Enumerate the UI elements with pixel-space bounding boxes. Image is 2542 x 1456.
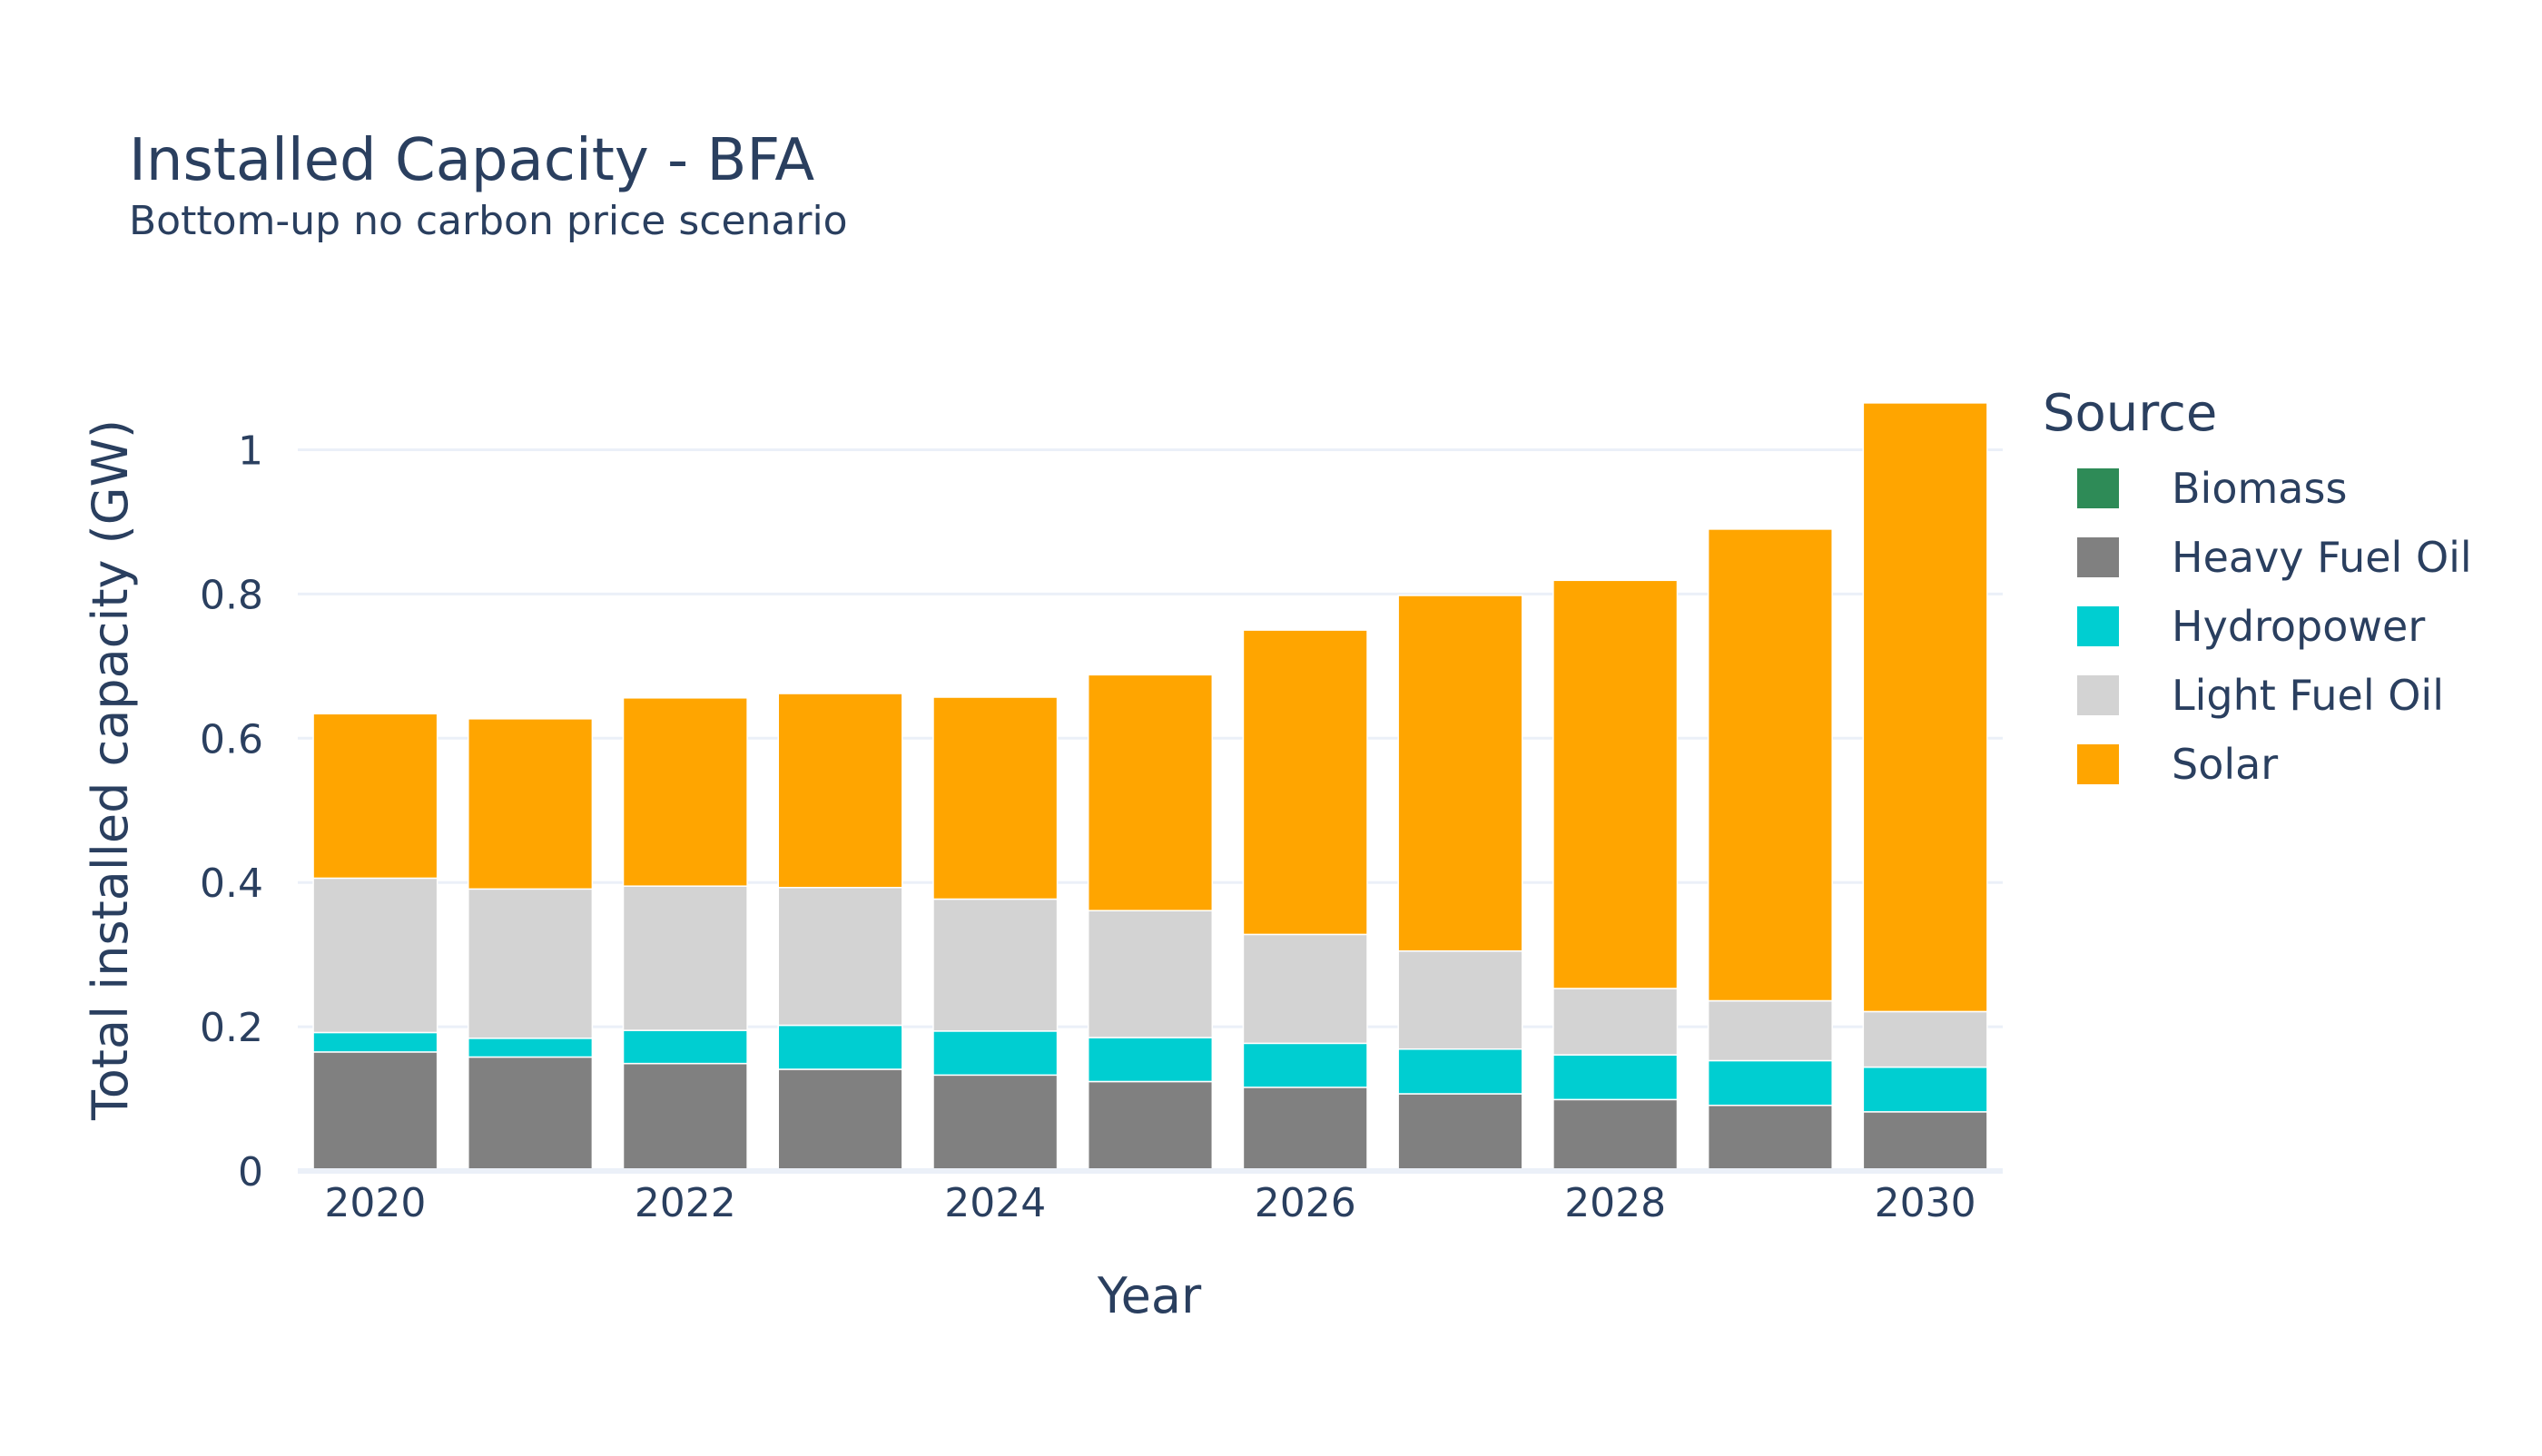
x-axis-title: Year xyxy=(1097,1267,1202,1324)
legend-label: Solar xyxy=(2172,740,2278,789)
chart-subtitle: Bottom-up no carbon price scenario xyxy=(129,198,848,244)
bar-heavy-fuel-oil xyxy=(312,1051,438,1172)
legend-item: Solar xyxy=(2077,740,2278,789)
bar-heavy-fuel-oil xyxy=(1242,1087,1368,1172)
y-tick-label: 0.8 xyxy=(200,572,263,618)
axis-layer: 0 0.2 0.4 0.6 0.8 1 2020 2022 2024 2026 2028 2030 xyxy=(200,428,2003,1226)
bar-light-fuel-oil xyxy=(1242,933,1368,1045)
bar-solar xyxy=(932,696,1059,900)
bar-solar xyxy=(468,718,594,890)
bar-solar xyxy=(1242,629,1368,936)
legend-swatch xyxy=(2077,675,2119,715)
y-tick-label: 1 xyxy=(238,428,263,475)
legend-items: Biomass Heavy Fuel Oil Hydropower Light Fue… xyxy=(2077,464,2472,789)
bar-light-fuel-oil xyxy=(468,888,594,1039)
bar-light-fuel-oil xyxy=(1552,988,1679,1056)
x-tick-label: 2030 xyxy=(1875,1180,1976,1226)
bar-solar xyxy=(312,713,438,880)
bar-light-fuel-oil xyxy=(312,877,438,1034)
bar-light-fuel-oil xyxy=(622,885,748,1031)
y-tick-label: 0.2 xyxy=(200,1005,263,1051)
bar-hydropower xyxy=(1552,1054,1679,1101)
bar-light-fuel-oil xyxy=(1397,949,1523,1050)
x-tick-label: 2022 xyxy=(635,1180,736,1226)
bar-light-fuel-oil xyxy=(932,898,1059,1032)
legend-swatch xyxy=(2077,537,2119,577)
legend-swatch xyxy=(2077,468,2119,508)
legend-title: Source xyxy=(2043,384,2217,443)
bar-hydropower xyxy=(1862,1066,1988,1113)
bar-solar xyxy=(1087,674,1214,911)
bar-heavy-fuel-oil xyxy=(622,1062,748,1172)
legend-swatch xyxy=(2077,744,2119,784)
bar-heavy-fuel-oil xyxy=(1087,1080,1214,1172)
legend-label: Heavy Fuel Oil xyxy=(2172,533,2472,582)
x-tick-label: 2028 xyxy=(1564,1180,1666,1226)
legend-label: Light Fuel Oil xyxy=(2172,671,2444,720)
y-tick-label: 0.6 xyxy=(200,716,263,762)
bar-light-fuel-oil xyxy=(1707,999,1833,1062)
x-tick-label: 2024 xyxy=(944,1180,1046,1226)
legend-item: Heavy Fuel Oil xyxy=(2077,533,2472,582)
y-tick-label: 0.4 xyxy=(200,861,263,907)
bar-hydropower xyxy=(1707,1059,1833,1107)
chart-title: Installed Capacity - BFA xyxy=(129,127,814,194)
bar-solar xyxy=(622,697,748,887)
bar-hydropower xyxy=(932,1030,1059,1077)
bar-hydropower xyxy=(468,1038,594,1058)
bar-hydropower xyxy=(312,1031,438,1053)
bar-light-fuel-oil xyxy=(1087,910,1214,1038)
bar-hydropower xyxy=(1242,1042,1368,1088)
bar-heavy-fuel-oil xyxy=(777,1068,903,1172)
legend-item: Hydropower xyxy=(2077,602,2425,651)
bar-hydropower xyxy=(777,1024,903,1070)
bar-solar xyxy=(777,693,903,889)
legend-label: Hydropower xyxy=(2172,602,2425,651)
bar-hydropower xyxy=(1087,1037,1214,1083)
bar-solar xyxy=(1552,579,1679,989)
bar-light-fuel-oil xyxy=(777,887,903,1027)
bar-light-fuel-oil xyxy=(1862,1010,1988,1068)
bar-heavy-fuel-oil xyxy=(1862,1111,1988,1172)
bar-solar xyxy=(1862,402,1988,1013)
x-tick-label: 2020 xyxy=(324,1180,426,1226)
y-axis-title: Total installed capacity (GW) xyxy=(82,419,139,1121)
bar-hydropower xyxy=(1397,1048,1523,1095)
bar-heavy-fuel-oil xyxy=(932,1074,1059,1172)
bar-heavy-fuel-oil xyxy=(1552,1098,1679,1172)
legend-item: Light Fuel Oil xyxy=(2077,671,2444,720)
legend: Source Biomass Heavy Fuel Oil Hydropower Li… xyxy=(2043,384,2472,789)
legend-label: Biomass xyxy=(2172,464,2347,513)
bar-heavy-fuel-oil xyxy=(1397,1093,1523,1172)
bar-heavy-fuel-oil xyxy=(468,1056,594,1172)
bar-layer xyxy=(312,402,1988,1172)
legend-item: Biomass xyxy=(2077,464,2347,513)
x-tick-label: 2026 xyxy=(1255,1180,1356,1226)
bar-heavy-fuel-oil xyxy=(1707,1104,1833,1172)
bar-solar xyxy=(1707,528,1833,1002)
bar-hydropower xyxy=(622,1029,748,1065)
y-tick-label: 0 xyxy=(238,1149,263,1195)
bar-solar xyxy=(1397,595,1523,952)
legend-swatch xyxy=(2077,606,2119,646)
